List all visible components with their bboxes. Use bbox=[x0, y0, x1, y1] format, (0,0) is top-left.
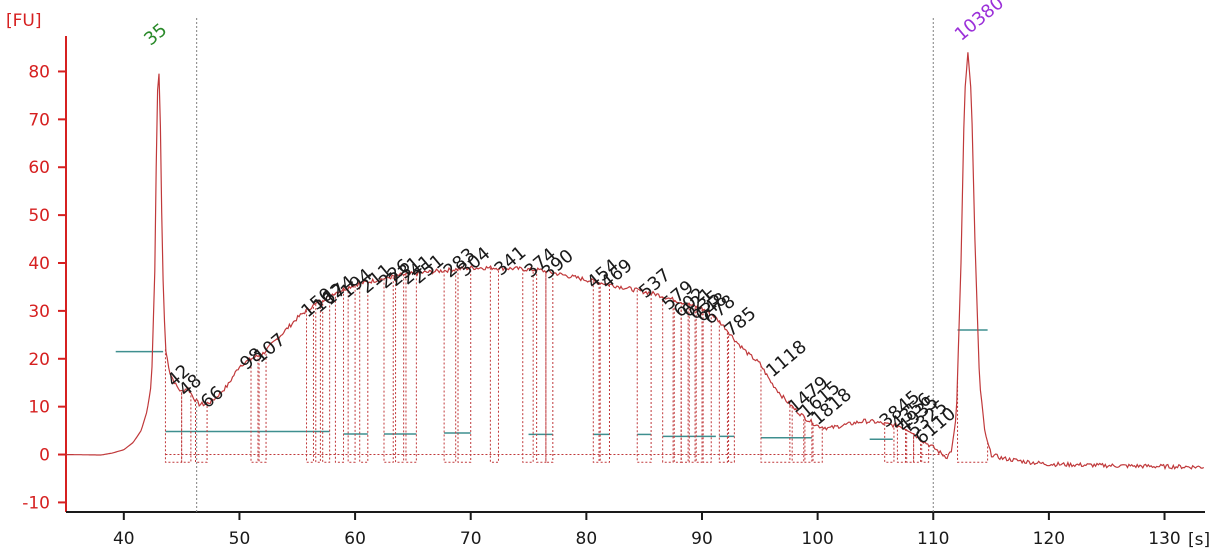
peak-window bbox=[522, 269, 534, 463]
peak-window bbox=[181, 392, 192, 463]
peak-window bbox=[599, 282, 610, 463]
peak-window bbox=[718, 321, 728, 463]
peak-window bbox=[457, 267, 472, 463]
peak-window bbox=[921, 440, 930, 463]
trace bbox=[65, 52, 1205, 471]
peak-window bbox=[695, 306, 703, 463]
peak-window bbox=[443, 269, 457, 463]
x-tick-label: 100 bbox=[801, 529, 833, 549]
x-tick-label: 130 bbox=[1148, 529, 1180, 549]
peak-window bbox=[164, 349, 183, 463]
peak-window bbox=[906, 429, 915, 463]
baselines bbox=[115, 329, 988, 440]
peak-window bbox=[913, 433, 922, 463]
y-tick-label: 30 bbox=[28, 302, 50, 322]
upper-marker-label: 10380 bbox=[951, 0, 1008, 45]
peak-window bbox=[545, 271, 554, 463]
peak-window bbox=[383, 276, 394, 463]
peak-window bbox=[195, 399, 208, 463]
peak-window bbox=[359, 281, 369, 463]
peak-window bbox=[405, 273, 417, 463]
peak-window bbox=[347, 284, 356, 463]
signal-trace bbox=[65, 52, 1205, 471]
peak-window bbox=[896, 425, 907, 463]
peak-window bbox=[334, 289, 345, 463]
peak-window bbox=[804, 417, 813, 463]
peak-size-label: 341 bbox=[491, 242, 531, 280]
peak-window bbox=[258, 350, 267, 463]
x-tick-label: 60 bbox=[344, 529, 366, 549]
peak-window bbox=[680, 302, 689, 463]
y-axis-unit: [FU] bbox=[6, 11, 42, 31]
y-tick-label: -10 bbox=[22, 493, 50, 513]
peak-window bbox=[536, 269, 547, 463]
peak-window bbox=[702, 309, 712, 463]
y-tick-label: 20 bbox=[28, 350, 50, 370]
peak-window bbox=[673, 299, 682, 463]
x-tick-label: 110 bbox=[917, 529, 949, 549]
x-axis-unit: [s] bbox=[1188, 530, 1210, 550]
peak-window bbox=[489, 267, 499, 463]
x-tick-label: 120 bbox=[1033, 529, 1065, 549]
peak-window bbox=[636, 290, 652, 463]
peak-window bbox=[315, 301, 321, 463]
x-tick-label: 80 bbox=[576, 529, 598, 549]
peak-window bbox=[395, 274, 405, 463]
x-tick-label: 40 bbox=[113, 529, 135, 549]
y-tick-label: 10 bbox=[28, 398, 50, 418]
x-tick-label: 50 bbox=[229, 529, 251, 549]
y-tick-label: 40 bbox=[28, 254, 50, 274]
peak-window bbox=[688, 304, 696, 463]
peak-window bbox=[592, 281, 600, 463]
peak-window bbox=[760, 365, 791, 463]
peak-window bbox=[662, 296, 674, 463]
x-tick-label: 70 bbox=[460, 529, 482, 549]
x-tick-label: 90 bbox=[691, 529, 713, 549]
y-tick-label: 60 bbox=[28, 158, 50, 178]
lower-marker-label: 35 bbox=[140, 19, 171, 50]
peak-window bbox=[791, 406, 805, 463]
y-tick-label: 80 bbox=[28, 62, 50, 82]
axes: -10 0 10 20 30 40 50 60 70 80 40 50 60 70 80 90 100 110 12… bbox=[22, 36, 1205, 549]
peak-windows bbox=[164, 267, 989, 463]
peak-size-label: 1118 bbox=[762, 336, 811, 382]
peak-window bbox=[728, 331, 735, 463]
y-tick-label: 50 bbox=[28, 206, 50, 226]
y-tick-label: 70 bbox=[28, 110, 50, 130]
peak-labels: 4248669810715016217419421122623124125128… bbox=[140, 0, 1008, 449]
peak-window bbox=[322, 295, 331, 463]
peak-window bbox=[306, 305, 314, 463]
y-tick-label: 0 bbox=[39, 446, 50, 466]
